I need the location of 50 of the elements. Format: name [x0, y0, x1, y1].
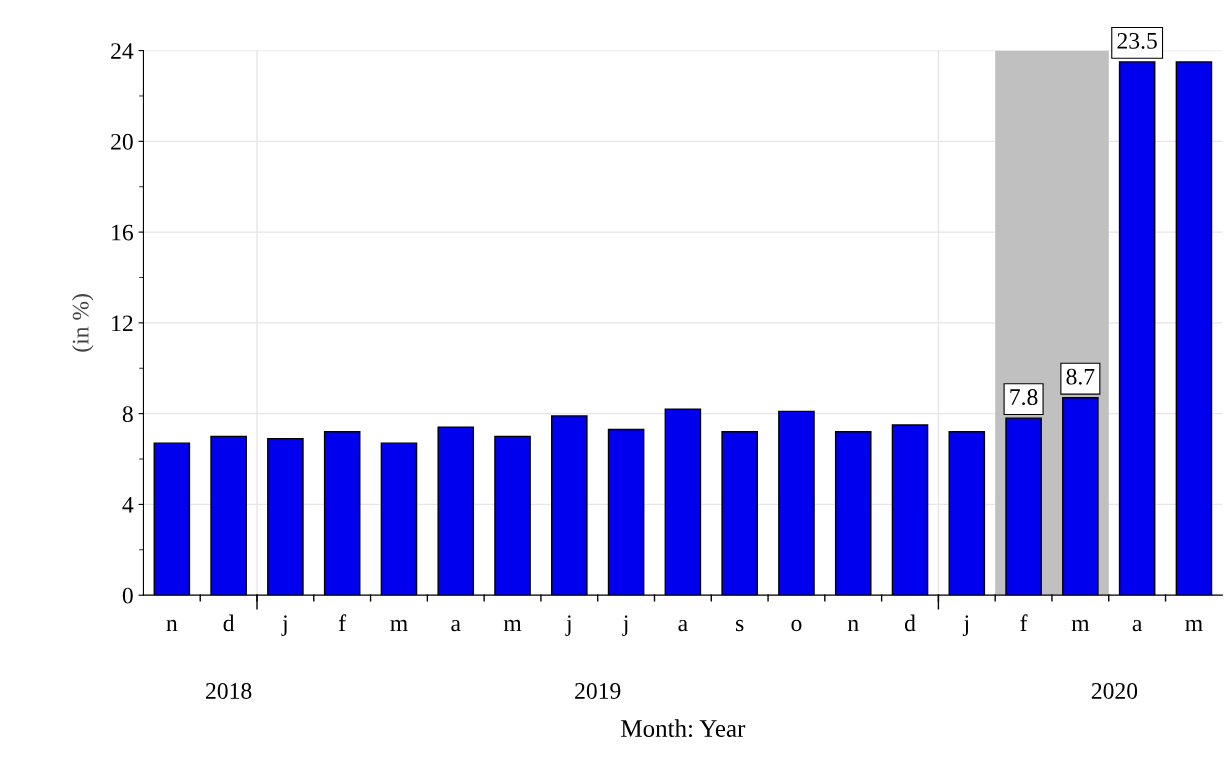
x-tick-label: m [1071, 619, 1090, 631]
data-label: 23.5 [1117, 32, 1157, 49]
x-axis-title: Month: Year [621, 719, 746, 738]
y-axis-title: (in %) [72, 294, 94, 352]
bar [834, 431, 872, 596]
y-tick-label: 24 [111, 43, 134, 59]
x-tick-label: m [390, 619, 408, 631]
x-tick-label: m [503, 619, 522, 631]
bar [437, 426, 475, 596]
bar [778, 410, 815, 596]
y-tick-label: 0 [122, 587, 133, 604]
x-tick-label: j [962, 615, 969, 637]
bar [1175, 61, 1213, 596]
x-tick-label: j [565, 615, 571, 637]
data-label: 7.8 [1010, 389, 1038, 406]
x-tick-label: a [1132, 619, 1143, 632]
bar [210, 435, 247, 596]
x-tick-label: s [736, 619, 744, 632]
x-tick-label: a [451, 619, 461, 632]
x-tick-label: a [678, 619, 688, 632]
text: 2020 [1091, 682, 1138, 699]
data-label: 8.7 [1066, 368, 1095, 385]
x-tick-label: d [223, 614, 235, 632]
bar [721, 431, 758, 596]
bar [664, 408, 702, 596]
bar [267, 437, 304, 596]
x-tick-label: d [904, 614, 916, 632]
y-tick-label: 4 [122, 497, 134, 513]
text: 2019 [575, 682, 621, 699]
x-tick-label: m [1185, 619, 1203, 631]
bar [551, 415, 588, 596]
y-tick-label: 12 [112, 315, 133, 332]
y-tick-label: 20 [111, 133, 133, 150]
x-tick-label: j [622, 615, 628, 637]
x-tick-label: n [166, 619, 178, 631]
bar [948, 431, 986, 596]
x-tick-label: n [847, 619, 859, 631]
x-tick-label: o [791, 619, 802, 632]
bar [494, 435, 531, 596]
y-tick-label: 16 [112, 224, 134, 241]
x-tick-label: j [281, 615, 287, 637]
bar [323, 431, 361, 596]
x-tick-label: f [338, 614, 347, 631]
x-tick-label: f [1020, 614, 1028, 631]
bar [607, 428, 645, 596]
bar [153, 442, 191, 596]
bar [380, 442, 418, 596]
bar [891, 424, 929, 596]
y-tick-label: 8 [122, 406, 133, 423]
text: 2018 [206, 682, 252, 699]
